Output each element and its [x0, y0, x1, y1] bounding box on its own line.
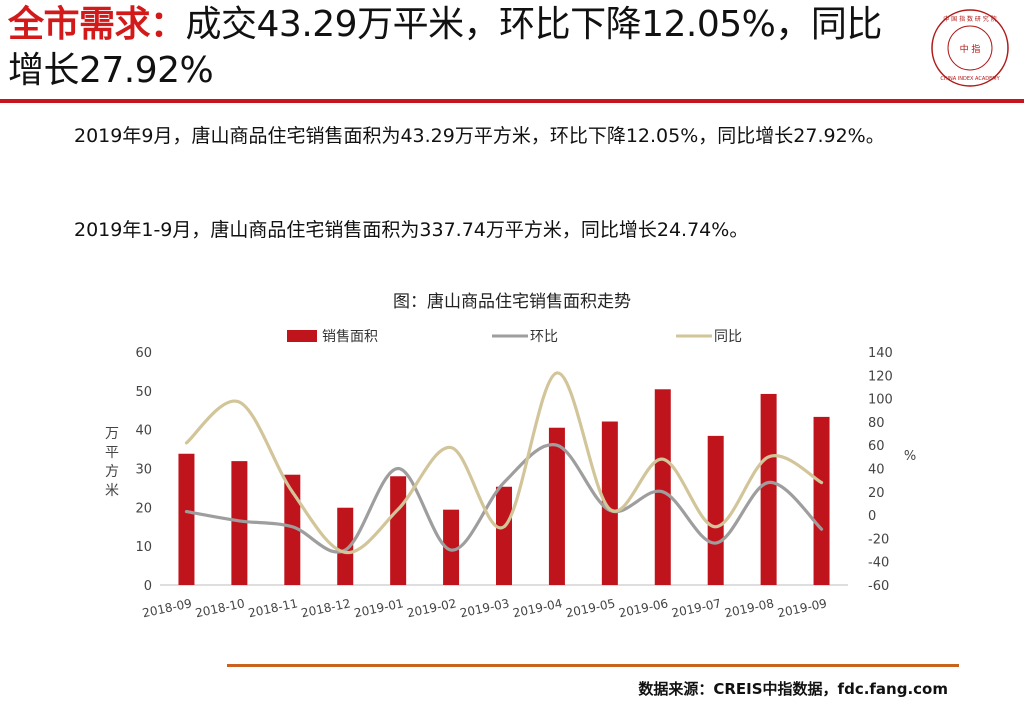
x-tick-label: 2019-04	[512, 596, 564, 620]
y-tick-label: 10	[135, 540, 152, 555]
x-tick-label: 2019-02	[406, 596, 458, 620]
y2-tick-label: 0	[868, 509, 876, 524]
y-axis-label-char: 平	[105, 445, 119, 461]
x-tick-label: 2019-05	[565, 596, 617, 620]
bar-sales-area	[654, 389, 671, 585]
y2-tick-label: -40	[868, 556, 889, 571]
x-tick-label: 2019-03	[459, 596, 511, 620]
summary-paragraph-2: 2019年1-9月，唐山商品住宅销售面积为337.74万平方米，同比增长24.7…	[74, 219, 749, 241]
x-tick-label: 2019-06	[617, 596, 669, 620]
bar-sales-area	[707, 435, 724, 585]
y-tick-label: 40	[135, 424, 152, 439]
y-tick-label: 30	[135, 463, 152, 478]
y2-tick-label: 60	[868, 439, 885, 454]
y-tick-label: 0	[144, 579, 152, 594]
x-tick-label: 2019-08	[723, 596, 775, 620]
y-tick-label: 50	[135, 385, 152, 400]
y2-tick-label: -20	[868, 532, 889, 547]
x-tick-label: 2018-10	[194, 596, 246, 620]
bar-sales-area	[284, 474, 301, 585]
x-tick-label: 2018-11	[247, 596, 299, 620]
summary-paragraph-1: 2019年9月，唐山商品住宅销售面积为43.29万平方米，环比下降12.05%，…	[74, 125, 885, 147]
title-keyword: 全市需求：	[8, 4, 186, 45]
bar-sales-area	[548, 427, 565, 585]
legend-swatch-sales	[287, 330, 317, 342]
y2-tick-label: 140	[868, 346, 893, 361]
chart-title: 图：唐山商品住宅销售面积走势	[393, 292, 631, 312]
logo-ring-text: CHINA INDEX ACADEMY	[940, 76, 1000, 82]
bar-sales-area	[390, 476, 407, 585]
legend-label-yoy: 同比	[714, 329, 742, 345]
y2-tick-label: -60	[868, 579, 889, 594]
y2-axis-label: %	[904, 449, 916, 464]
logo-ring-cn: 中 国 指 数 研 究 院	[943, 15, 996, 23]
line-yoy	[184, 371, 824, 554]
bar-sales-area	[496, 486, 512, 585]
x-tick-label: 2018-09	[141, 596, 193, 620]
y-axis-label-char: 米	[105, 483, 119, 499]
y-axis-label-char: 万	[105, 426, 119, 442]
legend-label-mom: 环比	[530, 329, 558, 345]
line-mom	[184, 443, 824, 554]
x-tick-label: 2019-01	[353, 596, 405, 620]
bar-sales-area	[443, 509, 460, 585]
legend-label-sales: 销售面积	[322, 329, 378, 345]
bar-sales-area	[231, 461, 248, 585]
x-tick-label: 2019-07	[670, 596, 722, 620]
y2-tick-label: 80	[868, 416, 885, 431]
page-title: 全市需求：成交43.29万平米，环比下降12.05%，同比增长27.92%	[8, 2, 908, 94]
bar-sales-area	[337, 507, 354, 585]
footer-divider	[227, 664, 959, 667]
y-tick-label: 20	[135, 501, 152, 516]
bar-sales-area	[178, 453, 195, 585]
x-tick-label: 2018-12	[300, 596, 352, 620]
logo-center-text: 中 指	[960, 43, 981, 55]
china-index-academy-logo: 中 国 指 数 研 究 院 中 指 CHINA INDEX ACADEMY	[931, 9, 1009, 87]
y2-tick-label: 100	[868, 393, 893, 408]
x-tick-label: 2019-09	[776, 596, 828, 620]
title-text: 成交43.29万平米，环比下降12.05%，同比增长27.92%	[8, 4, 882, 91]
data-source: 数据来源：CREIS中指数据，fdc.fang.com	[638, 680, 948, 698]
header-divider	[0, 99, 1024, 103]
bar-sales-area	[760, 393, 777, 585]
y2-tick-label: 20	[868, 486, 885, 501]
y-axis-label-char: 方	[105, 464, 119, 480]
bar-sales-area	[601, 421, 618, 585]
y2-tick-label: 120	[868, 369, 893, 384]
y-tick-label: 60	[135, 346, 152, 361]
bar-sales-area	[813, 416, 830, 585]
y2-tick-label: 40	[868, 463, 885, 478]
